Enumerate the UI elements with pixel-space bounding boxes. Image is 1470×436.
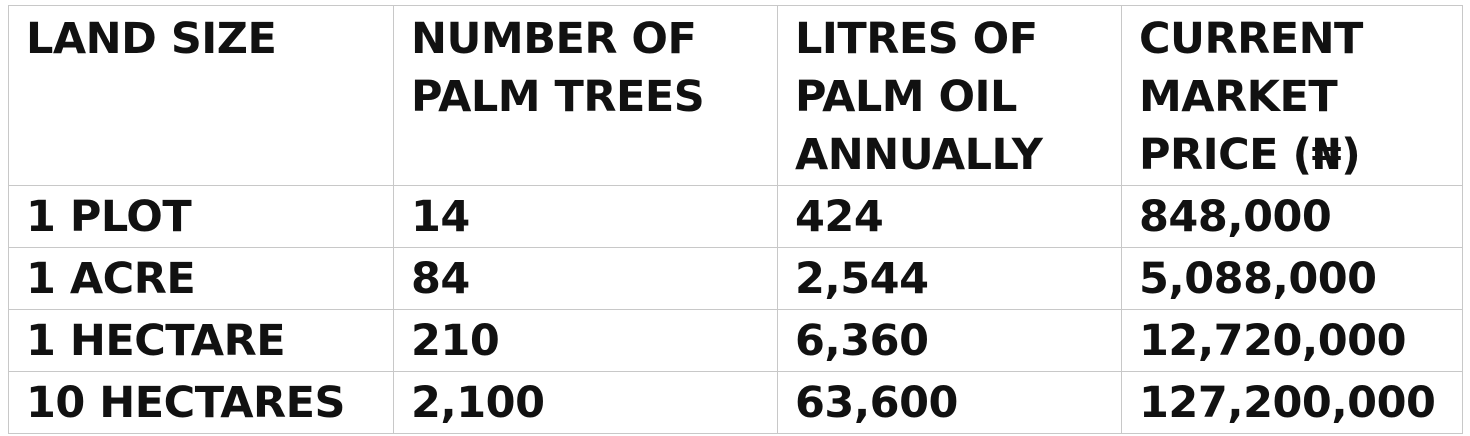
table-cell: 1 HECTARE [8, 309, 394, 372]
header-cell: NUMBER OF PALM TREES [393, 5, 778, 186]
header-cell: LAND SIZE [8, 5, 394, 186]
price-table: LAND SIZE NUMBER OF PALM TREES LITRES OF P… [8, 5, 1463, 434]
table-cell: 12,720,000 [1121, 309, 1463, 372]
header-cell: CURRENT MARKET PRICE (₦) [1121, 5, 1463, 186]
table-cell: 1 ACRE [8, 247, 394, 310]
table-cell: 5,088,000 [1121, 247, 1463, 310]
table-cell: 10 HECTARES [8, 371, 394, 434]
table-cell: 63,600 [777, 371, 1122, 434]
table-cell: 848,000 [1121, 185, 1463, 248]
table-row: 1 PLOT 14 424 848,000 [8, 185, 1463, 248]
table-cell: 210 [393, 309, 778, 372]
header-row: LAND SIZE NUMBER OF PALM TREES LITRES OF P… [8, 5, 1463, 186]
table-cell: 424 [777, 185, 1122, 248]
table-row: 1 ACRE 84 2,544 5,088,000 [8, 247, 1463, 310]
table-cell: 2,544 [777, 247, 1122, 310]
table-cell: 6,360 [777, 309, 1122, 372]
header-cell: LITRES OF PALM OIL ANNUALLY [777, 5, 1122, 186]
table-cell: 127,200,000 [1121, 371, 1463, 434]
table-cell: 2,100 [393, 371, 778, 434]
table-cell: 14 [393, 185, 778, 248]
table-row: 10 HECTARES 2,100 63,600 127,200,000 [8, 371, 1463, 434]
table-cell: 84 [393, 247, 778, 310]
table-row: 1 HECTARE 210 6,360 12,720,000 [8, 309, 1463, 372]
table-body: 1 PLOT 14 424 848,000 1 ACRE 84 2,544 5,088,000… [8, 185, 1463, 434]
table-cell: 1 PLOT [8, 185, 394, 248]
